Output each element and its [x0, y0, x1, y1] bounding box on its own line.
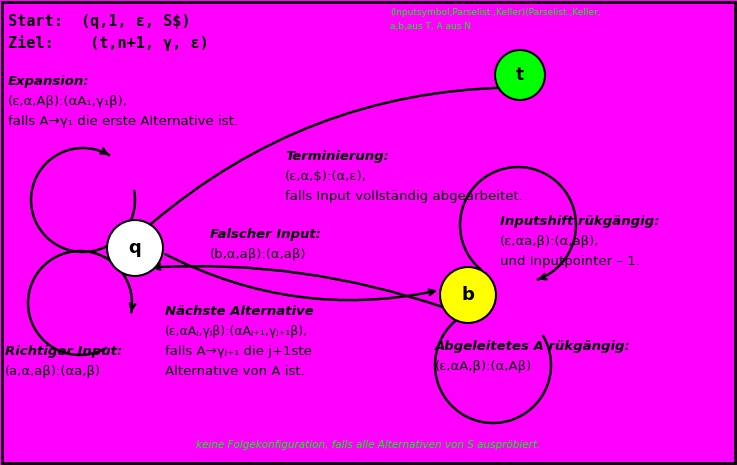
Text: (ε,α,$):(α,ε),: (ε,α,$):(α,ε),: [285, 170, 367, 183]
Text: Nächste Alternative: Nächste Alternative: [165, 305, 314, 318]
Text: Ziel:    (t,n+1, γ, ε): Ziel: (t,n+1, γ, ε): [8, 35, 209, 51]
Text: a,b,aus T, A aus N: a,b,aus T, A aus N: [390, 22, 471, 31]
Text: Falscher Input:: Falscher Input:: [210, 228, 321, 241]
Text: Abgeleitetes A rükgängig:: Abgeleitetes A rükgängig:: [435, 340, 631, 353]
Circle shape: [107, 220, 163, 276]
Text: q: q: [129, 239, 142, 257]
Text: Inputshift rükgängig:: Inputshift rükgängig:: [500, 215, 660, 228]
Text: falls Input vollständig abgearbeitet.: falls Input vollständig abgearbeitet.: [285, 190, 523, 203]
Text: Terminierung:: Terminierung:: [285, 150, 389, 163]
Text: t: t: [516, 66, 524, 84]
Text: Richtiger Input:: Richtiger Input:: [5, 345, 122, 358]
Text: (ε,αA,β):(α,Aβ): (ε,αA,β):(α,Aβ): [435, 360, 532, 373]
Text: (ε,α,Aβ):(αA₁,γ₁β),: (ε,α,Aβ):(αA₁,γ₁β),: [8, 95, 128, 108]
Text: (ε,αa,β):(α,aβ),: (ε,αa,β):(α,aβ),: [500, 235, 599, 248]
Text: keine Folgekonfiguration, falls alle Alternativen von S auspröbiert.: keine Folgekonfiguration, falls alle Alt…: [196, 440, 541, 450]
Text: falls A→γ₁ die erste Alternative ist.: falls A→γ₁ die erste Alternative ist.: [8, 115, 238, 128]
Text: (ε,αAⱼ,γⱼβ):(αAⱼ₊₁,γⱼ₊₁β),: (ε,αAⱼ,γⱼβ):(αAⱼ₊₁,γⱼ₊₁β),: [165, 325, 308, 338]
Text: b: b: [461, 286, 475, 304]
Circle shape: [495, 50, 545, 100]
Text: Alternative von A ist.: Alternative von A ist.: [165, 365, 305, 378]
Circle shape: [440, 267, 496, 323]
Text: Expansion:: Expansion:: [8, 75, 89, 88]
Text: (a,α,aβ):(αa,β): (a,α,aβ):(αa,β): [5, 365, 101, 378]
Text: falls A→γⱼ₊₁ die j+1ste: falls A→γⱼ₊₁ die j+1ste: [165, 345, 312, 358]
Text: (Inputsymbol,Parselist.,Keller)(Parselist.,Keller,: (Inputsymbol,Parselist.,Keller)(Parselis…: [390, 8, 601, 17]
Text: (b,α,aβ):(α,aβ): (b,α,aβ):(α,aβ): [210, 248, 307, 261]
Text: und Inputpointer – 1.: und Inputpointer – 1.: [500, 255, 640, 268]
Text: Start:  (q,1, ε, S$): Start: (q,1, ε, S$): [8, 14, 190, 29]
